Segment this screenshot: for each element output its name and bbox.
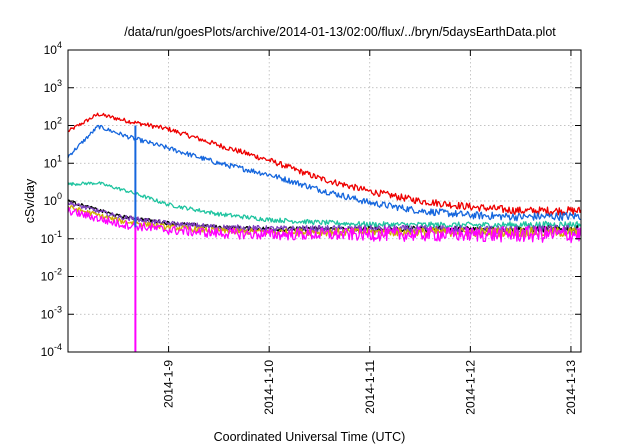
y-axis-ticks: 10-4 10-3 10-2 10-1 100 101 102 103 104 <box>41 40 581 359</box>
y-tick-label: 10-2 <box>41 267 62 284</box>
x-tick-label: 2014-1-11 <box>363 360 377 414</box>
y-tick-label: 10-4 <box>41 342 62 359</box>
series-line-3 <box>67 181 582 229</box>
y-tick-label: 10-1 <box>41 229 62 246</box>
x-tick-label: 2014-1-9 <box>162 360 176 408</box>
data-series <box>67 112 582 352</box>
x-tick-label: 2014-1-12 <box>463 360 477 415</box>
y-tick-label: 104 <box>44 40 62 57</box>
x-axis-ticks: 2014-1-9 2014-1-10 2014-1-11 2014-1-12 2014-… <box>162 50 578 415</box>
series-line-7 <box>67 207 582 244</box>
y-axis-label: cSv/day <box>23 178 37 223</box>
y-tick-label: 100 <box>44 191 62 208</box>
x-axis-label: Coordinated Universal Time (UTC) <box>214 430 406 444</box>
y-tick-label: 10-3 <box>41 304 62 321</box>
x-tick-label: 2014-1-10 <box>262 360 276 415</box>
y-tick-label: 101 <box>44 153 62 170</box>
chart-title: /data/run/goesPlots/archive/2014-01-13/0… <box>124 25 556 39</box>
series-line-1 <box>67 112 582 216</box>
series-line-2 <box>67 124 582 222</box>
grid <box>68 50 581 352</box>
x-tick-label: 2014-1-13 <box>564 360 578 415</box>
y-tick-label: 103 <box>44 78 62 95</box>
y-tick-label: 102 <box>44 116 62 133</box>
